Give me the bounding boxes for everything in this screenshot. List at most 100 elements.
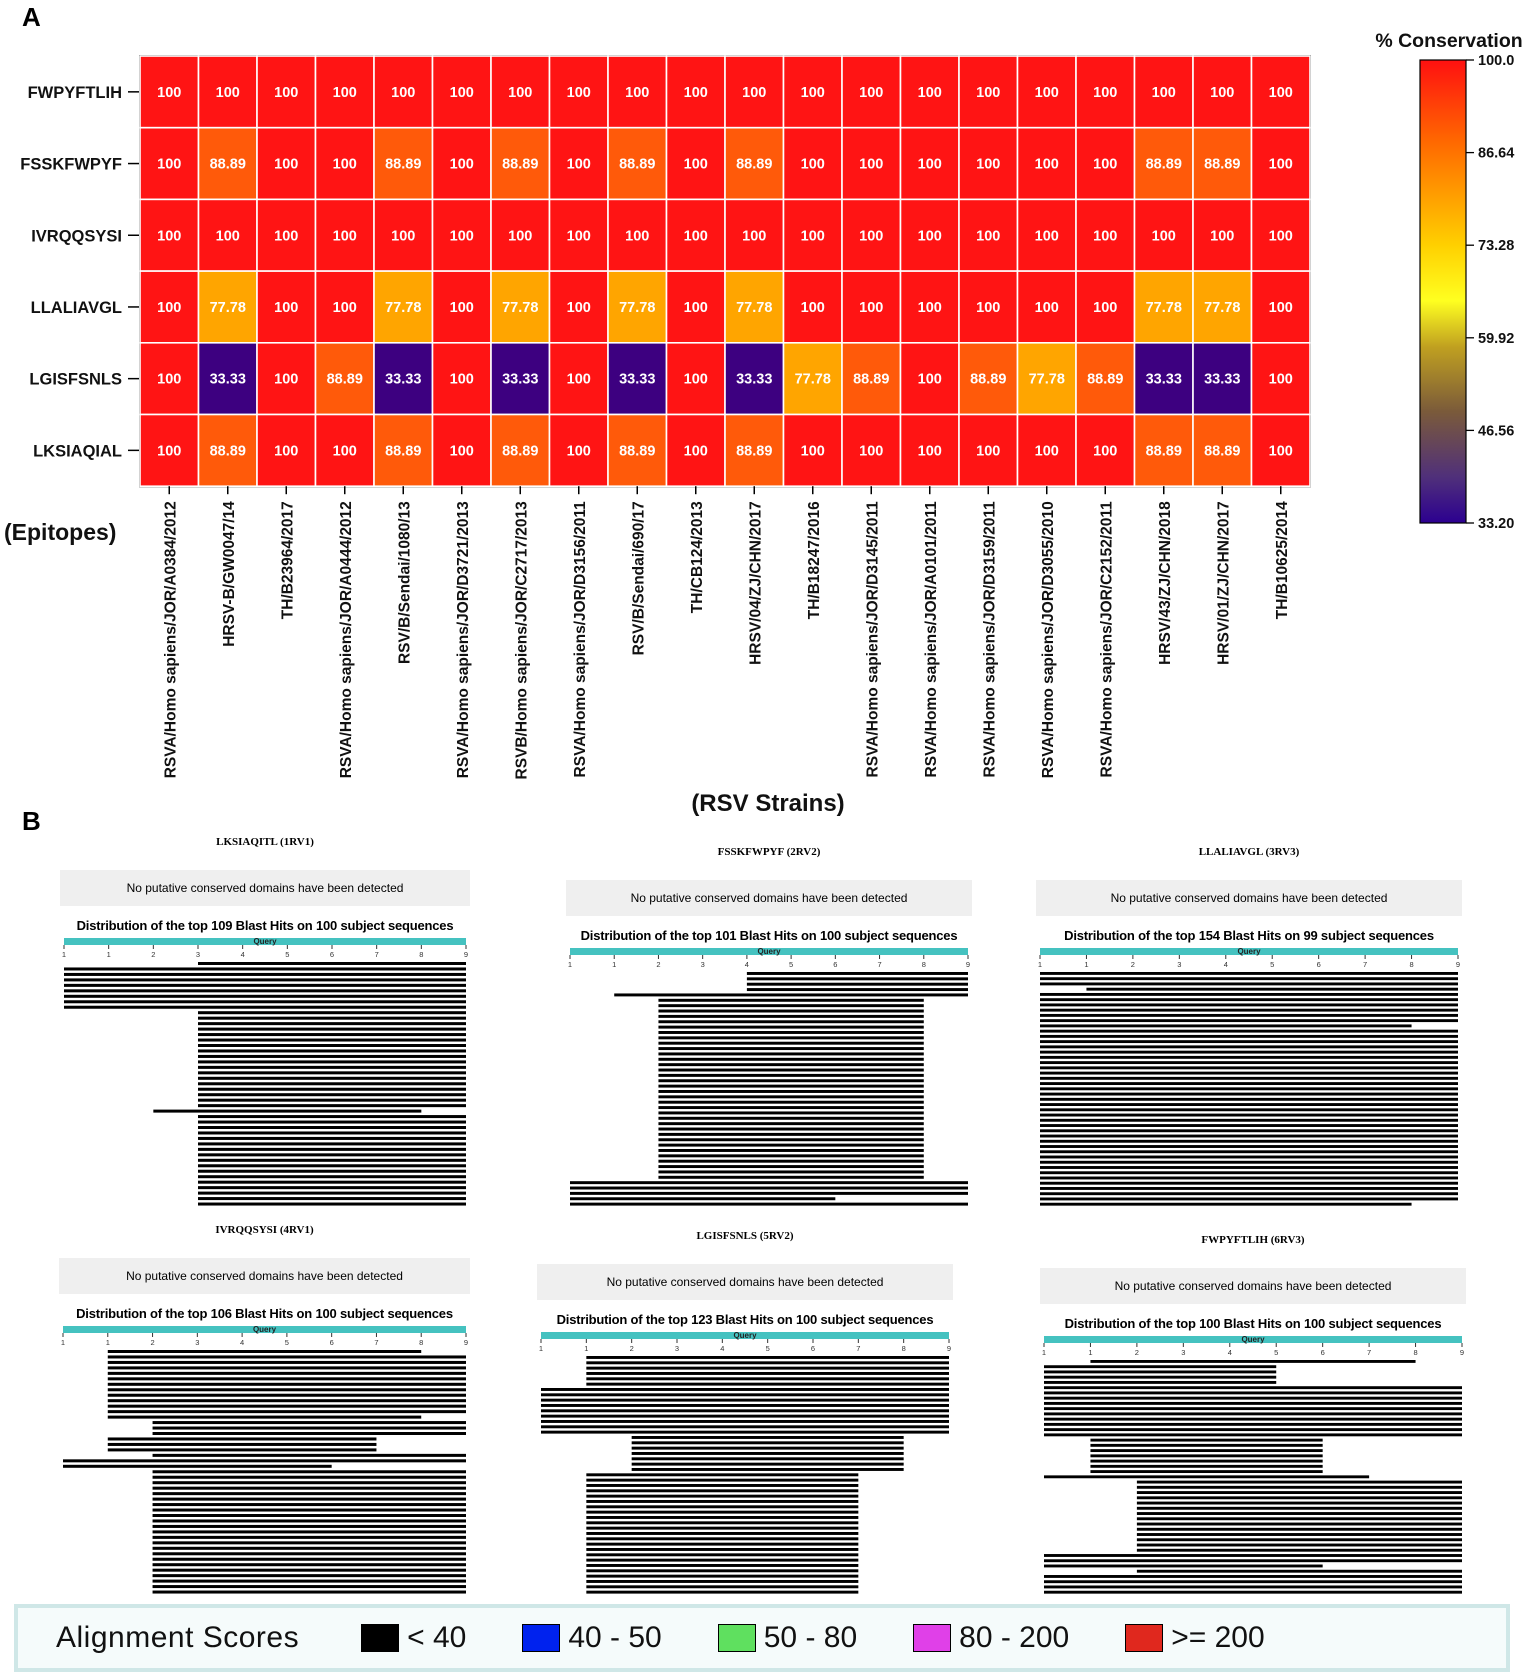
blast-hit-bar [152,1585,467,1589]
blast-hit-bar [631,1441,904,1445]
heatmap-cell-value: 100 [1210,85,1234,101]
blast-epitope-title: LLALIAVGL (3RV3) [1198,846,1300,858]
blast-hit-bar [658,1063,924,1067]
cdd-result-box: No putative conserved domains have been … [59,1258,470,1294]
blast-distribution-title: Distribution of the top 101 Blast Hits o… [580,928,958,943]
heatmap-cell-value: 100 [918,228,942,244]
query-tick-label: 1 [107,950,111,959]
heatmap-cell-value: 77.78 [1204,300,1240,316]
heatmap-cell [490,270,551,344]
blast-hit-bar [107,1437,377,1441]
heatmap-cell-value: 77.78 [385,300,421,316]
blast-hit-bar [198,1060,466,1064]
blast-hit-bar [658,1095,924,1099]
heatmap-cell-value: 88.89 [736,157,772,173]
heatmap-cell-value: 33.33 [736,372,772,388]
strain-label: RSVA/Homo sapiens/JOR/D3156/2011 [572,501,589,778]
heatmap-cell [958,126,1019,201]
heatmap-cell [899,198,960,272]
blast-hit-bar [586,1516,859,1519]
blast-hit-bar [152,1514,467,1518]
blast-hit-bar [541,1393,949,1397]
heatmap-cell-value: 100 [1152,85,1176,101]
conservation-heatmap: 100 100 100 100 100 100 100 100 100 100 100 100 100 1… [4,30,1523,817]
blast-hit-bar [1040,1092,1458,1096]
query-tick-label: 6 [833,960,837,969]
heatmap-cell-value: 77.78 [736,300,772,316]
blast-hit-bar [658,1090,924,1093]
blast-hit-bar [152,1486,467,1490]
blast-hit-bar [1040,1108,1458,1112]
heatmap-cell [139,413,200,487]
query-tick-label: 9 [464,1338,468,1347]
blast-hit-bar [586,1521,859,1525]
heatmap-cell [1016,413,1077,487]
blast-hit-bar [198,1104,466,1108]
blast-hit-bar [152,1421,467,1425]
strain-label: RSVA/Homo sapiens/JOR/A0444/2012 [338,501,355,778]
heatmap-cell-value: 100 [391,228,415,244]
legend-swatch [913,1624,952,1652]
heatmap-cell-value: 77.78 [210,300,246,316]
blast-hit-bar [586,1484,859,1487]
blast-hit-bar [198,1158,466,1162]
heatmap-cell-value: 100 [1093,228,1117,244]
legend-title: Alignment Scores [56,1621,300,1654]
blast-distribution-title: Distribution of the top 123 Blast Hits o… [556,1312,934,1327]
heatmap-cell-value: 100 [216,228,240,244]
blast-hit-bar [1040,1187,1458,1190]
heatmap-cell [1133,198,1194,272]
blast-panel-3rv3: LLALIAVGL (3RV3) No putative conserved do… [1036,846,1462,1212]
query-tick-label: 2 [150,1338,154,1347]
heatmap-cell [1016,55,1077,129]
heatmap-cell [1250,413,1311,487]
blast-hit-bar [152,1568,467,1572]
heatmap-cell-value: 33.33 [1204,372,1240,388]
blast-hit-bar [586,1478,859,1482]
blast-hit-plot: Query 1 1 2 3 4 5 6 7 8 9 [61,1326,468,1594]
blast-hit-bar [586,1500,859,1503]
query-tick-label: 2 [151,950,155,959]
blast-hit-bar [586,1574,859,1578]
heatmap-cell [724,55,785,129]
blast-hit-bar [1044,1407,1462,1411]
blast-hit-bar [1136,1533,1462,1536]
blast-hit-bar [658,1020,924,1024]
strain-label: HRSV/04/ZJ/CHN/2017 [747,501,764,665]
blast-hit-bar [570,1186,968,1190]
blast-hit-bar [631,1457,904,1461]
blast-hit-bar [64,994,466,998]
cdd-result-box: No putative conserved domains have been … [60,870,470,906]
blast-hit-bar [1040,998,1458,1002]
query-tick-label: 4 [241,950,245,959]
strain-label: TH/CB124/2013 [689,501,706,613]
strain-label: RSVA/Homo sapiens/JOR/A0384/2012 [162,501,179,778]
blast-hit-bar [658,1111,924,1115]
blast-hit-bar [152,1426,467,1430]
blast-hit-bar [1040,1076,1458,1080]
heatmap-cell [256,270,317,344]
blast-hit-bar [1136,1496,1462,1500]
strain-label: TH/B18247/2016 [806,501,823,619]
blast-hit-bar [1136,1491,1462,1494]
blast-hit-bar [631,1436,904,1439]
heatmap-cell-value: 88.89 [210,443,246,459]
heatmap-cell [314,270,375,344]
blast-panel-4rv1: IVRQQSYSI (4RV1) No putative conserved do… [59,1224,470,1600]
query-tick-label: 3 [1177,960,1181,969]
blast-hit-bar [198,1131,466,1135]
heatmap-cell-value: 33.33 [385,372,421,388]
heatmap-cell [782,198,843,272]
blast-hit-bar [1040,1129,1458,1133]
heatmap-cell-value: 100 [859,157,883,173]
heatmap-cell-value: 100 [801,228,825,244]
blast-hit-bar [658,1068,924,1072]
heatmap-cell-value: 100 [567,228,591,244]
blast-hit-bar [570,1197,836,1201]
heatmap-cell [607,198,668,272]
heatmap-cell-value: 100 [391,85,415,101]
heatmap-cell-value: 100 [684,85,708,101]
heatmap-cell [1250,55,1311,129]
blast-hit-bar [152,1524,467,1528]
blast-hit-bar [658,1138,924,1142]
